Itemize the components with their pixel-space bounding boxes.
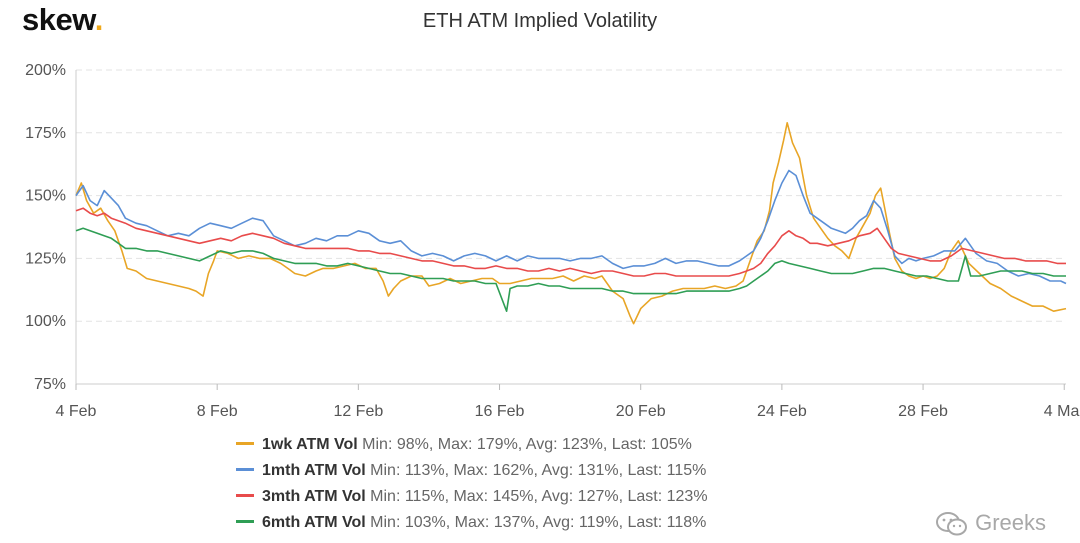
legend-item-1wk[interactable]: 1wk ATM Vol Min: 98%, Max: 179%, Avg: 12… [236,432,708,458]
x-tick-label: 28 Feb [898,403,948,420]
y-tick-label: 150% [25,188,66,205]
y-tick-label: 125% [25,250,66,267]
chart-title: ETH ATM Implied Volatility [422,10,658,32]
grid-lines [75,69,1066,385]
y-tick-label: 75% [34,376,66,393]
skew-logo: skew. [22,2,103,37]
series-line-1wk [75,122,1067,325]
wechat-icon [936,512,968,536]
x-tick-label: 4 Feb [56,403,97,420]
legend-item-1mth[interactable]: 1mth ATM Vol Min: 113%, Max: 162%, Avg: … [236,458,708,484]
series-line-6mth [75,227,1066,312]
x-tick-label: 20 Feb [616,403,666,420]
x-tick-label: 4 Mar [1044,403,1080,420]
series-line-3mth [75,207,1066,277]
legend: 1wk ATM Vol Min: 98%, Max: 179%, Avg: 12… [236,432,708,536]
legend-swatch-1wk [236,442,254,446]
series-line-1mth [75,169,1067,285]
x-tick-label: 8 Feb [197,403,238,420]
x-tick-label: 12 Feb [333,403,383,420]
y-tick-label: 175% [25,125,66,142]
line-chart: 75% 100% 125% 150% 175% 200% 4 Feb 8 Feb 12 Feb… [25,62,1080,420]
series-lines [75,122,1067,325]
legend-swatch-1mth [236,468,254,472]
legend-swatch-6mth [236,520,254,524]
y-axis-ticks: 75% 100% 125% 150% 175% 200% [25,62,66,393]
x-axis-ticks: 4 Feb 8 Feb 12 Feb 16 Feb 20 Feb 24 Feb 28 Feb… [56,384,1080,420]
legend-item-3mth[interactable]: 3mth ATM Vol Min: 115%, Max: 145%, Avg: … [236,484,708,510]
watermark: Greeks [935,510,1046,537]
x-tick-label: 24 Feb [757,403,807,420]
legend-swatch-3mth [236,494,254,498]
y-tick-label: 100% [25,313,66,330]
legend-item-6mth[interactable]: 6mth ATM Vol Min: 103%, Max: 137%, Avg: … [236,510,708,536]
x-tick-label: 16 Feb [475,403,525,420]
y-tick-label: 200% [25,62,66,79]
